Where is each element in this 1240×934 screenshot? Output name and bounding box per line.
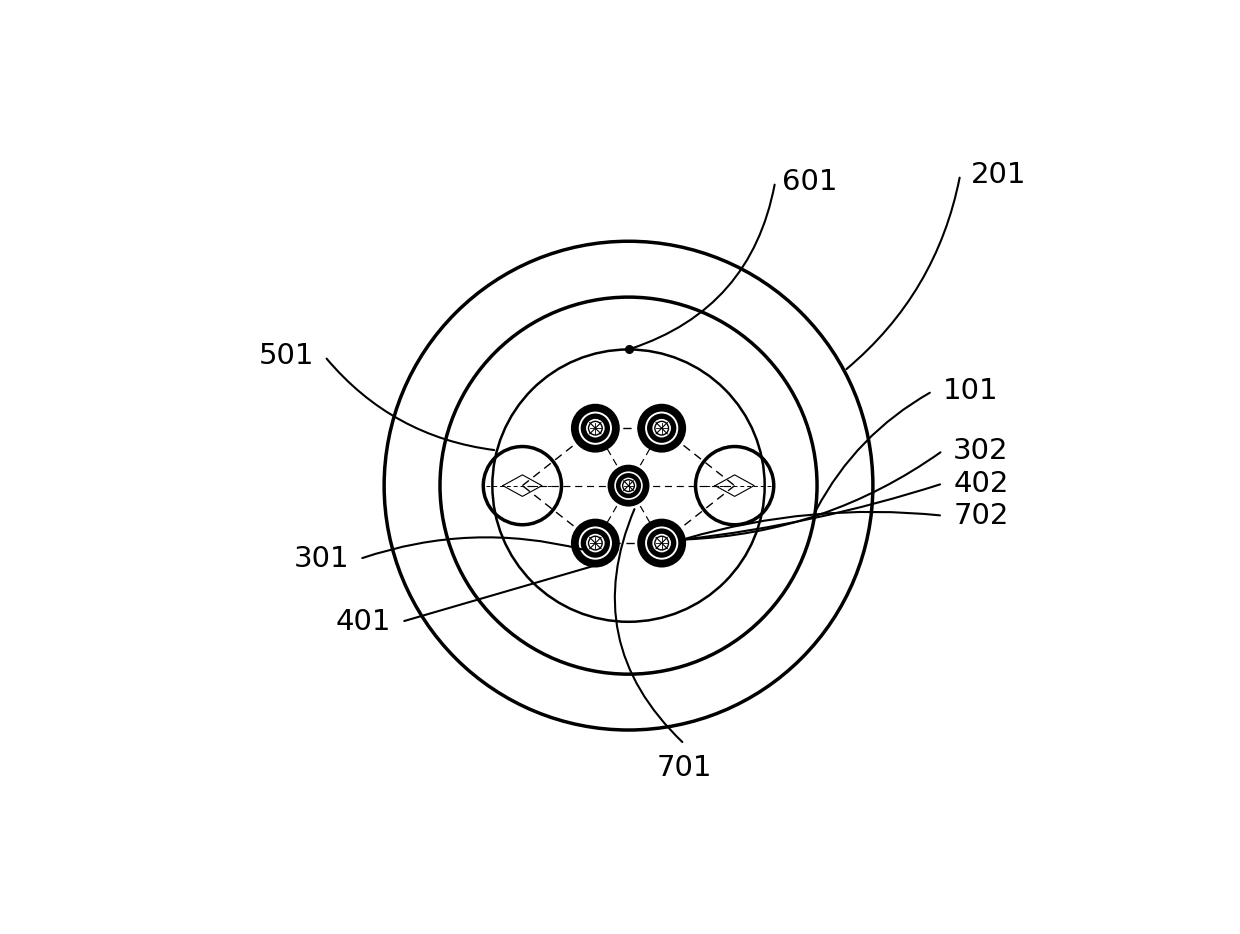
Circle shape: [655, 536, 668, 550]
FancyArrowPatch shape: [816, 392, 930, 509]
FancyArrowPatch shape: [362, 537, 583, 558]
Text: 601: 601: [782, 168, 838, 196]
Circle shape: [587, 534, 605, 552]
Text: 402: 402: [954, 470, 1008, 498]
Text: 301: 301: [294, 545, 350, 573]
Circle shape: [587, 419, 605, 437]
Circle shape: [647, 414, 676, 443]
Circle shape: [616, 473, 641, 498]
Circle shape: [637, 403, 686, 453]
FancyArrowPatch shape: [404, 566, 593, 621]
Circle shape: [652, 419, 671, 437]
FancyArrowPatch shape: [631, 185, 775, 348]
Circle shape: [637, 518, 686, 568]
Text: 701: 701: [657, 755, 712, 783]
Circle shape: [622, 480, 635, 491]
Circle shape: [652, 534, 671, 552]
Text: 302: 302: [954, 437, 1008, 465]
Text: 101: 101: [942, 377, 998, 405]
Text: 401: 401: [336, 608, 391, 636]
FancyArrowPatch shape: [686, 512, 940, 539]
FancyArrowPatch shape: [686, 452, 940, 540]
FancyArrowPatch shape: [847, 177, 960, 369]
Text: 501: 501: [259, 343, 314, 371]
Circle shape: [645, 527, 678, 559]
Circle shape: [645, 412, 678, 445]
FancyArrowPatch shape: [686, 485, 940, 539]
Circle shape: [608, 465, 650, 506]
Circle shape: [580, 529, 610, 558]
FancyArrowPatch shape: [326, 359, 495, 450]
Circle shape: [579, 527, 613, 559]
Circle shape: [655, 421, 668, 435]
Circle shape: [589, 421, 603, 435]
Text: 201: 201: [971, 161, 1027, 189]
Text: 702: 702: [954, 502, 1008, 530]
Circle shape: [647, 529, 676, 558]
Circle shape: [570, 403, 620, 453]
Circle shape: [580, 414, 610, 443]
FancyArrowPatch shape: [615, 509, 682, 743]
Circle shape: [614, 472, 642, 500]
Circle shape: [579, 412, 613, 445]
Circle shape: [589, 536, 603, 550]
Circle shape: [570, 518, 620, 568]
Circle shape: [620, 477, 636, 493]
